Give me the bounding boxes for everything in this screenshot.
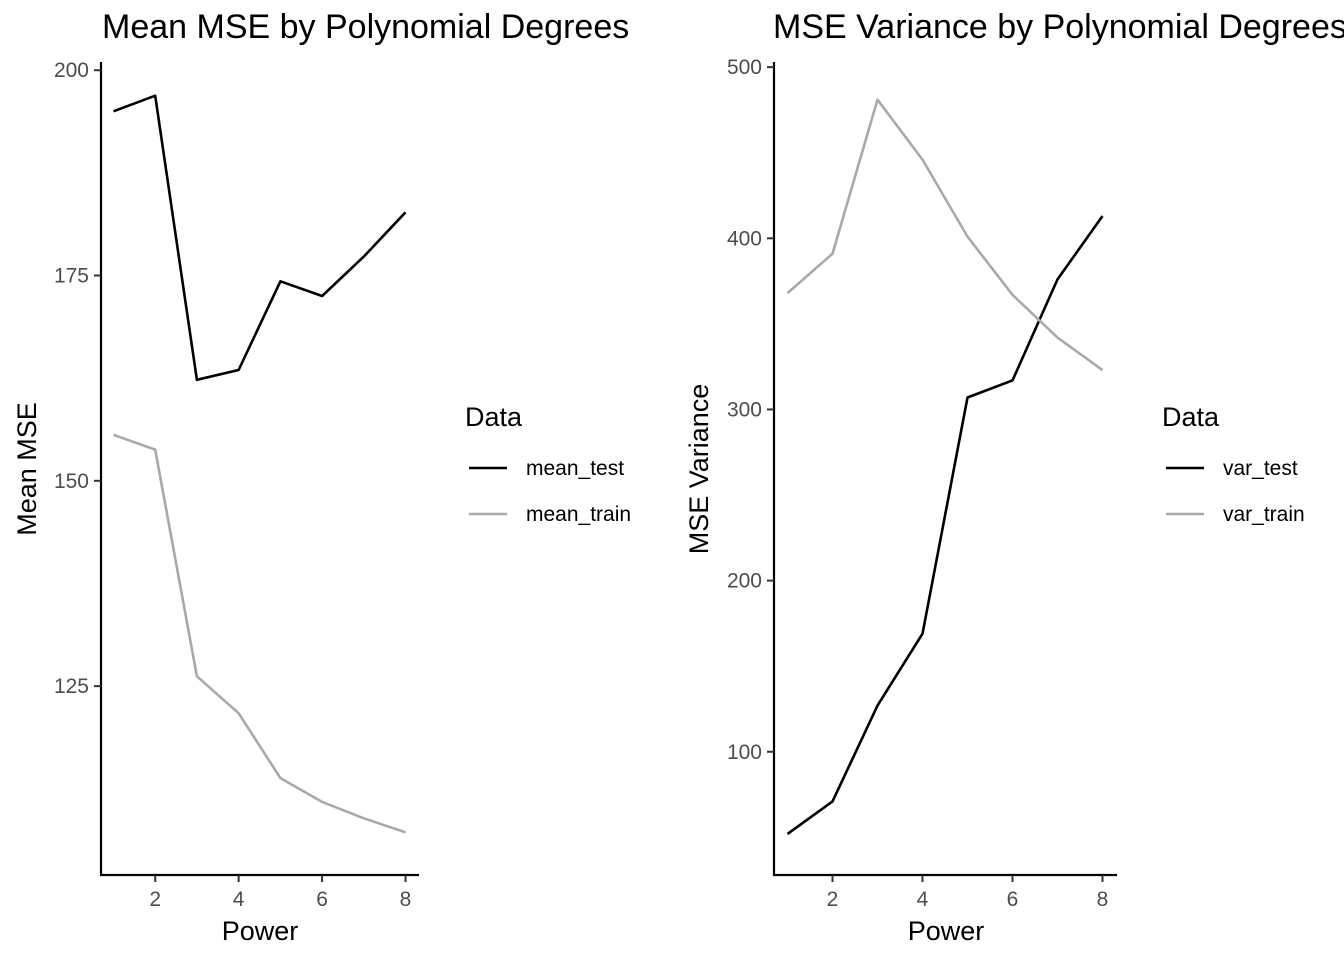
legend-label-var-train: var_train bbox=[1223, 503, 1305, 526]
y-tick-label: 150 bbox=[54, 470, 89, 493]
x-tick-label: 4 bbox=[233, 888, 245, 911]
legend: Data var_test var_train bbox=[1162, 402, 1305, 526]
y-axis-title: MSE Variance bbox=[684, 384, 714, 555]
x-tick-label: 6 bbox=[316, 888, 328, 911]
x-tick-label: 2 bbox=[149, 888, 161, 911]
y-tick-label: 300 bbox=[727, 398, 762, 421]
y-axis-title: Mean MSE bbox=[12, 402, 42, 536]
x-tick-label: 8 bbox=[1097, 888, 1109, 911]
y-tick-label: 500 bbox=[727, 56, 762, 79]
y-tick-label: 175 bbox=[54, 265, 89, 288]
legend-title: Data bbox=[465, 402, 523, 432]
x-tick-label: 4 bbox=[917, 888, 929, 911]
y-tick-label: 200 bbox=[54, 59, 89, 82]
series-group bbox=[786, 98, 1104, 835]
y-tick-label: 400 bbox=[727, 227, 762, 250]
series-line-var-train bbox=[786, 98, 1104, 372]
x-axis-title: Power bbox=[222, 916, 299, 946]
x-tick-label: 6 bbox=[1007, 888, 1019, 911]
legend-items: var_test var_train bbox=[1166, 457, 1305, 526]
y-ticks: 100 200 300 400 500 bbox=[727, 56, 774, 764]
legend-label-mean-test: mean_test bbox=[526, 457, 624, 480]
legend-title: Data bbox=[1162, 402, 1220, 432]
y-tick-label: 100 bbox=[727, 741, 762, 764]
y-ticks: 125 150 175 200 bbox=[54, 59, 101, 698]
legend: Data mean_test mean_train bbox=[465, 402, 631, 526]
x-axis-title: Power bbox=[908, 916, 985, 946]
panel-mse-variance: MSE Variance by Polynomial Degrees 100 20… bbox=[684, 8, 1344, 946]
legend-label-mean-train: mean_train bbox=[526, 503, 631, 526]
chart-title: MSE Variance by Polynomial Degrees bbox=[773, 8, 1344, 46]
y-tick-label: 200 bbox=[727, 570, 762, 593]
legend-items: mean_test mean_train bbox=[469, 457, 631, 526]
series-line-mean-test bbox=[113, 94, 407, 382]
x-ticks: 2 4 6 8 bbox=[827, 875, 1109, 911]
panel-mean-mse: Mean MSE by Polynomial Degrees 125 150 175… bbox=[12, 8, 631, 946]
legend-label-var-test: var_test bbox=[1223, 457, 1298, 480]
series-group bbox=[113, 94, 407, 834]
series-line-mean-train bbox=[113, 433, 406, 834]
x-tick-label: 2 bbox=[827, 888, 839, 911]
chart-title: Mean MSE by Polynomial Degrees bbox=[102, 8, 629, 46]
series-line-var-test bbox=[786, 215, 1104, 835]
x-tick-label: 8 bbox=[400, 888, 412, 911]
x-ticks: 2 4 6 8 bbox=[149, 875, 411, 911]
y-tick-label: 125 bbox=[54, 675, 89, 698]
